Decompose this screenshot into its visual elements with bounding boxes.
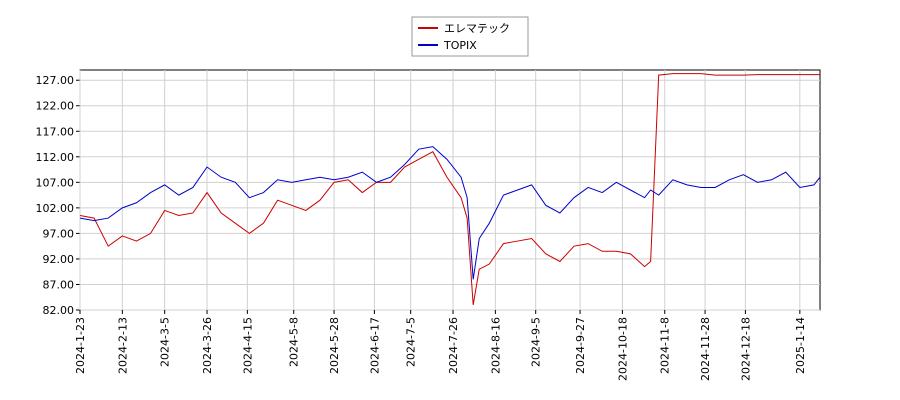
- series-line: [79, 146, 821, 280]
- legend-label: TOPIX: [443, 39, 477, 52]
- x-tick-label: 2024-4-15: [241, 317, 254, 374]
- x-tick-label: 2025-1-14: [794, 317, 807, 374]
- x-tick-label: 2024-7-26: [447, 317, 460, 374]
- x-tick-label: 2024-3-26: [201, 317, 214, 374]
- y-tick-label: 122.00: [36, 100, 75, 113]
- x-tick-label: 2024-12-18: [739, 317, 752, 381]
- y-tick-label: 107.00: [36, 176, 75, 189]
- y-tick-label: 112.00: [36, 151, 75, 164]
- x-tick-label: 2024-8-16: [489, 317, 502, 374]
- x-tick-label: 2024-9-5: [530, 317, 543, 367]
- legend-label: エレマテック: [444, 22, 510, 35]
- x-tick-label: 2024-5-28: [328, 317, 341, 374]
- legend-box: [411, 16, 529, 57]
- y-tick-label: 117.00: [36, 125, 75, 138]
- x-tick-label: 2024-7-5: [405, 317, 418, 367]
- y-tick-label: 87.00: [43, 278, 75, 291]
- x-tick-label: 2024-11-8: [659, 317, 672, 374]
- x-tick-label: 2024-1-23: [74, 317, 87, 374]
- y-tick-label: 82.00: [43, 304, 75, 317]
- x-tick-label: 2024-9-27: [574, 317, 587, 374]
- x-tick-label: 2024-10-18: [616, 317, 629, 381]
- y-tick-label: 97.00: [43, 227, 75, 240]
- y-tick-label: 127.00: [36, 74, 75, 87]
- y-tick-label: 92.00: [43, 253, 75, 266]
- x-tick-label: 2024-3-5: [159, 317, 172, 367]
- x-tick-label: 2024-2-13: [116, 317, 129, 374]
- legend: エレマテック TOPIX: [411, 16, 529, 57]
- x-tick-label: 2024-6-17: [368, 317, 381, 374]
- x-tick-label: 2024-11-28: [699, 317, 712, 381]
- series-line: [79, 73, 820, 305]
- y-tick-label: 102.00: [36, 202, 75, 215]
- x-tick-label: 2024-5-8: [288, 317, 301, 367]
